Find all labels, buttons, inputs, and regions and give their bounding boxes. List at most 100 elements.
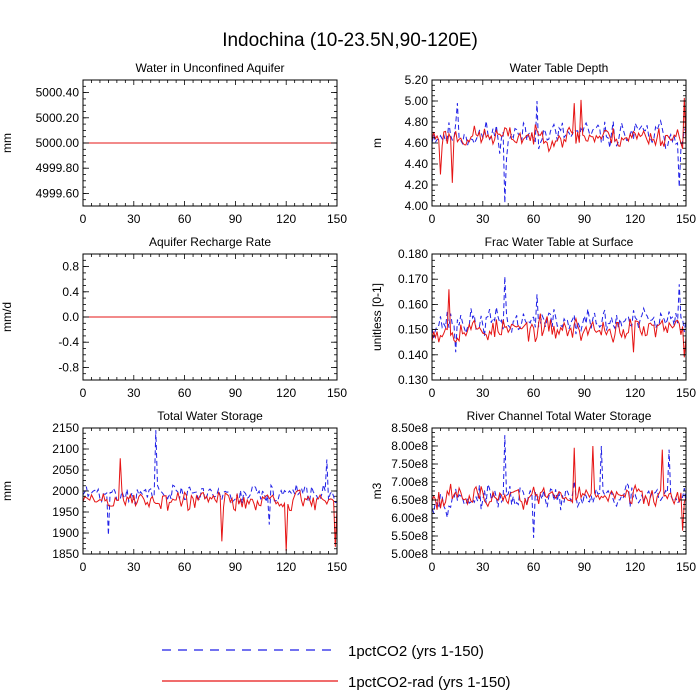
y-axis-label: mm: [0, 133, 14, 153]
x-tick-label: 0: [80, 386, 87, 400]
panel-4: Total Water Storage mm 0 30 60 90 120 150 1850 19…: [0, 409, 347, 574]
legend-label-1pctco2-rad: 1pctCO2-rad (yrs 1-150): [348, 674, 511, 691]
y-tick-label: 2100: [52, 442, 79, 456]
y-tick-label: 5000.00: [36, 136, 80, 150]
y-tick-label: 5000.20: [36, 111, 80, 125]
x-tick-label: 60: [527, 212, 541, 226]
series-line-1pctco2-rad: [82, 458, 338, 552]
x-tick-label: 60: [178, 560, 192, 574]
series-line-1pctco2-rad: [431, 289, 687, 358]
y-axis-label: mm/d: [0, 302, 14, 332]
y-tick-label: 5.00e8: [391, 547, 428, 561]
y-tick-label: 4999.80: [36, 161, 80, 175]
y-axis-label: mm: [0, 481, 14, 501]
x-tick-label: 60: [178, 212, 192, 226]
x-tick-label: 0: [80, 212, 87, 226]
x-tick-label: 0: [80, 560, 87, 574]
panel-3: Frac Water Table at Surface unitless [0-1…: [370, 235, 696, 400]
y-axis-label: m3: [370, 482, 384, 499]
series-group: [431, 435, 687, 538]
x-tick-label: 90: [229, 386, 243, 400]
y-tick-label: 1850: [52, 547, 79, 561]
series-line-1pctco2: [431, 276, 687, 353]
x-tick-label: 90: [578, 560, 592, 574]
y-tick-label: 4.40: [405, 157, 429, 171]
panel-title: Total Water Storage: [157, 409, 263, 423]
panel-title: River Channel Total Water Storage: [467, 409, 652, 423]
y-tick-label: -0.8: [58, 360, 79, 374]
x-tick-label: 150: [327, 386, 347, 400]
x-tick-label: 0: [429, 560, 436, 574]
series-line-1pctco2: [82, 430, 338, 536]
x-tick-label: 120: [276, 212, 296, 226]
y-tick-label: 2150: [52, 421, 79, 435]
x-tick-label: 120: [625, 386, 645, 400]
series-group: [431, 276, 687, 358]
x-tick-label: 0: [429, 386, 436, 400]
x-tick-label: 150: [327, 560, 347, 574]
x-tick-label: 150: [676, 212, 696, 226]
y-tick-label: 0.150: [398, 323, 428, 337]
y-axis-label: m: [370, 138, 384, 148]
y-tick-label: 0.180: [398, 247, 428, 261]
panel-0: Water in Unconfined Aquifer mm 0 30 60 90 120 1…: [0, 61, 347, 226]
x-tick-label: 30: [476, 560, 490, 574]
y-tick-label: 7.50e8: [391, 457, 428, 471]
y-tick-label: 6.50e8: [391, 493, 428, 507]
panel-5: River Channel Total Water Storage m3 0 30 60…: [370, 409, 696, 574]
series-group: [82, 430, 338, 552]
x-tick-label: 90: [229, 212, 243, 226]
y-tick-label: 5.00: [405, 94, 429, 108]
panel-2: Aquifer Recharge Rate mm/d 0 30 60 90 120 150 -0…: [0, 235, 347, 400]
series-line-1pctco2: [431, 100, 687, 203]
x-tick-label: 90: [229, 560, 243, 574]
y-tick-label: 6.00e8: [391, 511, 428, 525]
y-tick-label: 0.170: [398, 272, 428, 286]
x-tick-label: 120: [276, 560, 296, 574]
panel-title: Water Table Depth: [510, 61, 609, 75]
x-tick-label: 120: [625, 212, 645, 226]
legend-label-1pctco2: 1pctCO2 (yrs 1-150): [348, 643, 484, 660]
x-tick-label: 60: [527, 386, 541, 400]
y-tick-label: 4.00: [405, 199, 429, 213]
x-tick-label: 30: [476, 212, 490, 226]
series-line-1pctco2: [431, 435, 687, 538]
y-tick-label: 0.160: [398, 297, 428, 311]
y-tick-label: 1900: [52, 526, 79, 540]
y-tick-label: 4.60: [405, 136, 429, 150]
y-tick-label: 0.0: [62, 310, 79, 324]
plot-frame: [82, 427, 338, 555]
y-tick-label: 4999.60: [36, 186, 80, 200]
y-tick-label: 5000.40: [36, 86, 80, 100]
panel-grid: Water in Unconfined Aquifer mm 0 30 60 90 120 1…: [0, 61, 696, 574]
x-tick-label: 30: [127, 560, 141, 574]
y-tick-label: 0.130: [398, 373, 428, 387]
y-tick-label: 0.140: [398, 348, 428, 362]
panel-title: Frac Water Table at Surface: [485, 235, 634, 249]
x-tick-label: 0: [429, 212, 436, 226]
y-tick-label: -0.4: [58, 335, 79, 349]
y-tick-label: 7.00e8: [391, 475, 428, 489]
x-tick-label: 120: [625, 560, 645, 574]
y-tick-label: 4.20: [405, 178, 429, 192]
y-tick-label: 8.00e8: [391, 439, 428, 453]
y-tick-label: 0.8: [62, 260, 79, 274]
y-tick-label: 0.4: [62, 285, 79, 299]
panel-title: Water in Unconfined Aquifer: [136, 61, 285, 75]
series-group: [431, 97, 687, 203]
y-tick-label: 8.50e8: [391, 421, 428, 435]
y-tick-label: 2050: [52, 463, 79, 477]
panel-title: Aquifer Recharge Rate: [149, 235, 271, 249]
x-tick-label: 120: [276, 386, 296, 400]
legend: 1pctCO2 (yrs 1-150) 1pctCO2-rad (yrs 1-1…: [162, 643, 511, 691]
plot-frame: [431, 427, 687, 555]
panel-1: Water Table Depth m 0 30 60 90 120 150 4.00 4.20 4…: [370, 61, 696, 226]
figure-title: Indochina (10-23.5N,90-120E): [222, 30, 478, 51]
series-line-1pctco2-rad: [431, 97, 687, 183]
x-tick-label: 90: [578, 212, 592, 226]
y-tick-label: 1950: [52, 505, 79, 519]
x-tick-label: 60: [527, 560, 541, 574]
y-axis-label: unitless [0-1]: [370, 283, 384, 351]
y-tick-label: 5.50e8: [391, 529, 428, 543]
